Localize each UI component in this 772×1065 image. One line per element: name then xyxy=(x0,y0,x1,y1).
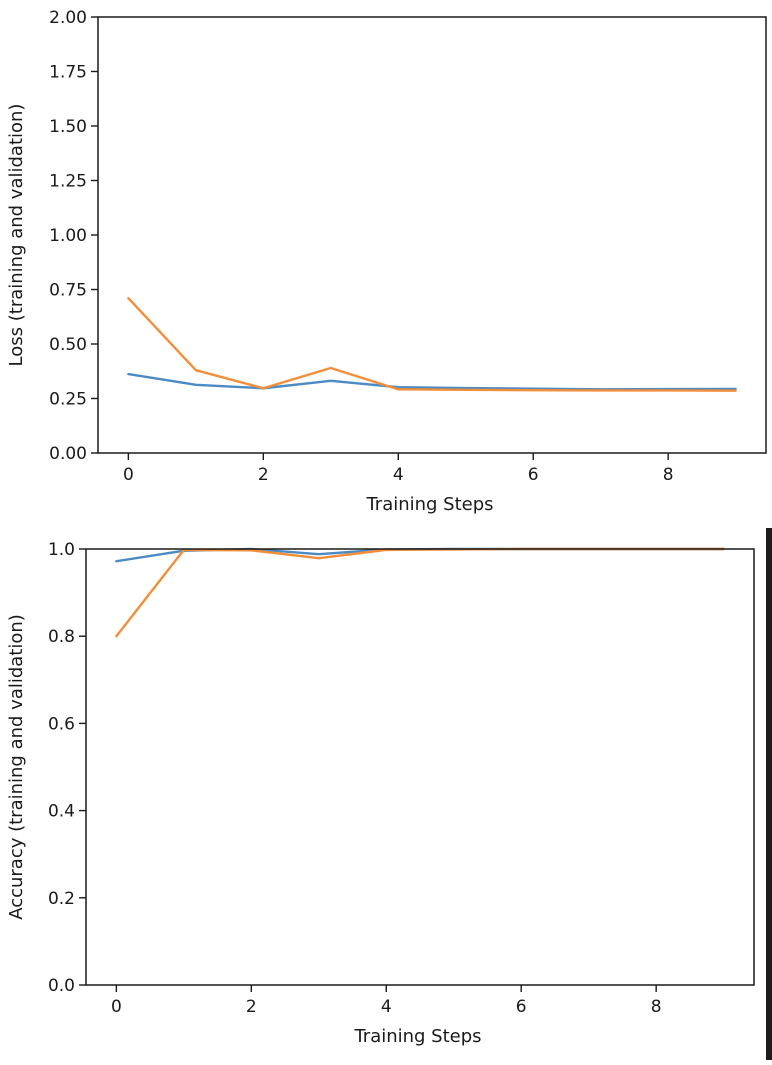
y-tick-label: 0.50 xyxy=(49,335,87,355)
y-tick-label: 0.6 xyxy=(48,714,75,734)
y-tick-label: 0.75 xyxy=(49,281,87,301)
y-tick-label: 2.00 xyxy=(49,8,87,28)
y-tick-label: 0.4 xyxy=(48,802,75,822)
y-tick-label: 0.00 xyxy=(49,444,87,464)
y-axis-label: Loss (training and validation) xyxy=(6,104,27,367)
x-tick-label: 4 xyxy=(393,465,404,485)
y-tick-label: 0.25 xyxy=(49,390,87,410)
y-tick-label: 1.75 xyxy=(49,63,87,83)
y-tick-label: 1.25 xyxy=(49,172,87,192)
y-tick-label: 1.0 xyxy=(48,540,75,560)
y-tick-label: 0.8 xyxy=(48,627,75,647)
x-tick-label: 6 xyxy=(528,465,539,485)
y-tick-label: 0.2 xyxy=(48,889,75,909)
y-tick-label: 0.0 xyxy=(48,976,75,996)
y-axis-label: Accuracy (training and validation) xyxy=(6,614,27,920)
accuracy-chart: 0 2 4 6 8 0.0 0.2 0.4 0.6 0.8 1.0 Training Steps Acc… xyxy=(6,540,755,1047)
x-tick-label: 2 xyxy=(246,997,257,1017)
y-tick-label: 1.50 xyxy=(49,117,87,137)
x-tick-label: 0 xyxy=(123,465,134,485)
scrollbar-edge xyxy=(766,528,772,1060)
y-tick-label: 1.00 xyxy=(49,226,87,246)
x-tick-label: 0 xyxy=(111,997,122,1017)
x-axis-label: Training Steps xyxy=(365,494,493,515)
x-tick-label: 8 xyxy=(663,465,674,485)
x-tick-label: 4 xyxy=(381,997,392,1017)
x-tick-label: 8 xyxy=(651,997,662,1017)
series-line-2 xyxy=(115,547,725,638)
plot-frame xyxy=(85,548,755,986)
loss-chart: 0 2 4 6 8 0.00 0.25 0.50 0.75 1.00 1.25 1.50 1.75 2.0… xyxy=(6,8,767,515)
series-line-2 xyxy=(127,297,737,392)
x-axis-label: Training Steps xyxy=(353,1026,481,1047)
x-tick-label: 2 xyxy=(258,465,269,485)
x-tick-label: 6 xyxy=(516,997,527,1017)
